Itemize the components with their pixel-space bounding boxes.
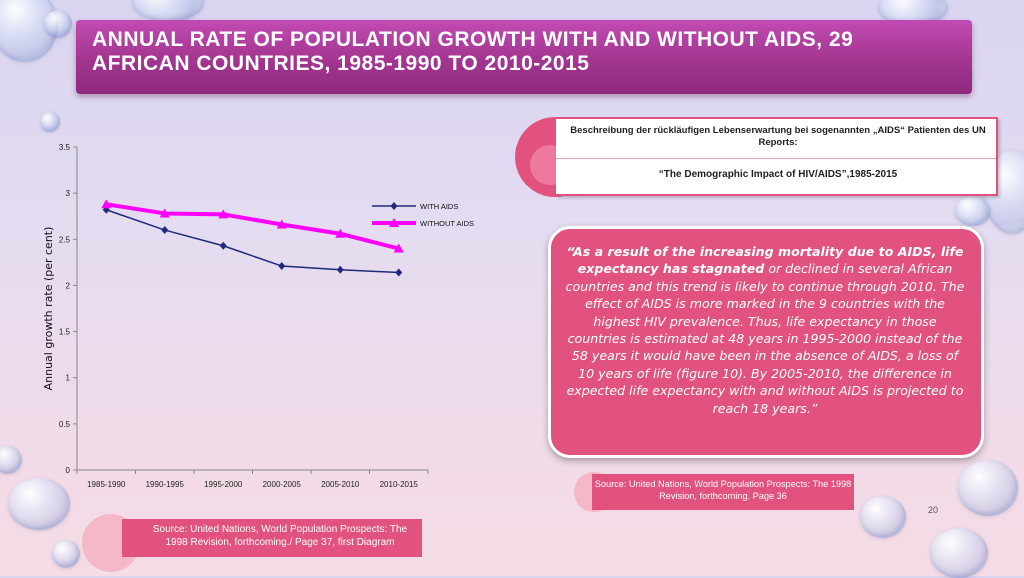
decorative-bubble xyxy=(40,112,60,132)
decorative-bubble xyxy=(8,478,70,530)
data-point-with-aids xyxy=(395,268,403,277)
y-tick-label: 2 xyxy=(66,281,71,290)
y-tick-label: 3 xyxy=(66,189,71,198)
page-number: 20 xyxy=(928,505,939,515)
x-tick-label: 2005-2010 xyxy=(321,480,360,489)
decorative-bubble xyxy=(958,460,1018,516)
data-point-without-aids xyxy=(101,199,112,209)
source-left: Source: United Nations, World Population… xyxy=(122,519,422,557)
decorative-bubble xyxy=(44,10,72,38)
report-title: “The Demographic Impact of HIV/AIDS”,198… xyxy=(658,169,898,180)
legend-label: WITH AIDS xyxy=(420,202,458,211)
x-tick-label: 1990-1995 xyxy=(146,480,185,489)
series-line-with-aids xyxy=(106,209,399,274)
data-point-with-aids xyxy=(161,226,169,235)
decorative-bubble xyxy=(860,496,906,538)
y-tick-label: 2.5 xyxy=(59,235,71,244)
quote-emphasis: “As a result of the increasing mortality… xyxy=(566,244,964,277)
decorative-bubble xyxy=(52,540,80,568)
y-tick-label: 1 xyxy=(66,374,71,383)
description-box: Beschreibung der rückläufigen Lebenserwa… xyxy=(556,117,998,196)
source-right: Source: United Nations, World Population… xyxy=(592,474,854,510)
data-point-without-aids xyxy=(276,219,287,229)
data-point-with-aids xyxy=(336,265,344,274)
decorative-bubble xyxy=(0,446,22,474)
legend-marker xyxy=(390,202,398,210)
description-heading: Beschreibung der rückläufigen Lebenserwa… xyxy=(570,125,986,148)
x-tick-label: 2000-2005 xyxy=(263,480,302,489)
title-bar: ANNUAL RATE OF POPULATION GROWTH WITH AN… xyxy=(76,20,972,94)
decorative-bubble xyxy=(930,528,988,578)
line-chart: 0 0.5 1 1.5 2 2.5 3 3.5 1985-1990 1990-1995 1995-2… xyxy=(42,143,474,489)
data-point-with-aids xyxy=(219,241,227,250)
quote-box: “As a result of the increasing mortality… xyxy=(548,226,984,458)
legend-label: WITHOUT AIDS xyxy=(420,219,474,228)
description-divider xyxy=(556,158,996,159)
data-point-without-aids xyxy=(335,228,346,238)
series-line-without-aids xyxy=(105,202,400,251)
y-axis-label: Annual growth rate (per cent) xyxy=(42,227,55,391)
data-point-without-aids xyxy=(218,209,229,219)
x-tick-label: 2010-2015 xyxy=(380,480,419,489)
x-tick-label: 1995-2000 xyxy=(204,480,243,489)
quote-body: or declined in several African countries… xyxy=(565,261,965,416)
decorative-bubble xyxy=(132,0,204,22)
y-tick-label: 0.5 xyxy=(59,420,71,429)
y-tick-label: 0 xyxy=(66,466,71,475)
y-tick-label: 3.5 xyxy=(59,143,71,152)
x-tick-label: 1985-1990 xyxy=(87,480,126,489)
data-point-without-aids xyxy=(159,208,170,218)
legend-marker xyxy=(389,218,399,227)
data-point-without-aids xyxy=(393,243,404,253)
y-tick-label: 1.5 xyxy=(59,328,71,337)
data-point-with-aids xyxy=(278,262,286,271)
slide-title: ANNUAL RATE OF POPULATION GROWTH WITH AN… xyxy=(92,28,854,75)
quote-text: “As a result of the increasing mortality… xyxy=(565,243,965,417)
